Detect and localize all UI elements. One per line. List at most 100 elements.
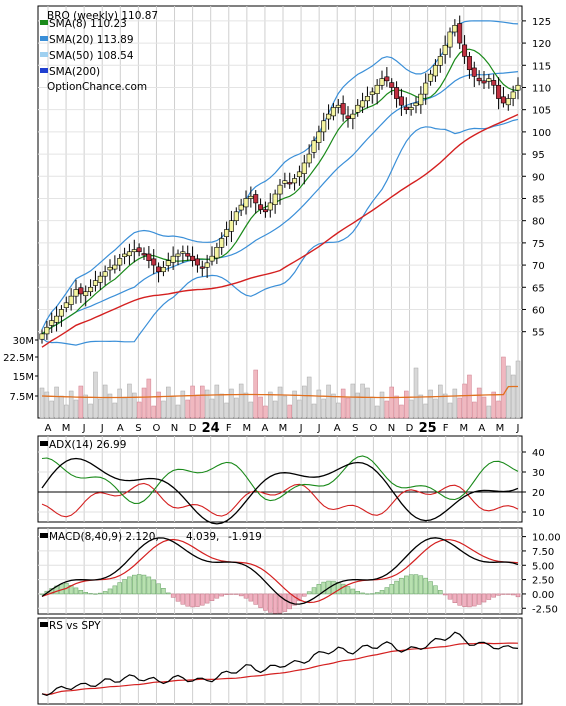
price-tick-label: 90 bbox=[532, 172, 545, 183]
price-candle bbox=[185, 253, 191, 257]
volume-bar bbox=[180, 390, 186, 419]
price-tick-label: 110 bbox=[532, 83, 551, 94]
macd-histogram-bar bbox=[491, 593, 496, 598]
macd-histogram-bar bbox=[224, 593, 229, 595]
macd-histogram-bar bbox=[292, 593, 297, 606]
volume-bar bbox=[166, 386, 171, 419]
price-candle bbox=[335, 104, 341, 108]
price-candle bbox=[151, 258, 157, 266]
x-axis-month-label: N bbox=[171, 423, 178, 434]
macd-histogram-bar bbox=[204, 593, 210, 604]
volume-bar bbox=[44, 391, 50, 419]
macd-histogram-bar bbox=[428, 581, 433, 595]
macd-histogram-bar bbox=[117, 582, 122, 595]
macd-histogram-bar bbox=[501, 593, 506, 595]
price-candle bbox=[248, 195, 254, 199]
rs-line bbox=[41, 631, 519, 697]
macd-histogram-bar bbox=[413, 574, 419, 595]
price-candle bbox=[112, 264, 118, 270]
volume-bar bbox=[224, 402, 229, 419]
volume-bar bbox=[39, 387, 45, 419]
volume-bar bbox=[423, 403, 428, 419]
macd-tick-label: 7.50 bbox=[532, 547, 554, 558]
volume-bar bbox=[209, 398, 215, 419]
price-candle bbox=[330, 107, 336, 117]
macd-histogram-bar bbox=[476, 593, 482, 605]
macd-histogram-bar bbox=[98, 592, 103, 595]
volume-bar bbox=[170, 395, 176, 419]
volume-bar bbox=[190, 385, 195, 419]
macd-legend-swatch bbox=[40, 533, 48, 538]
volume-bar bbox=[360, 383, 365, 419]
volume-bar bbox=[248, 401, 254, 419]
x-axis-month-label: A bbox=[478, 423, 485, 434]
adx-line bbox=[41, 457, 519, 525]
macd-histogram-bar bbox=[156, 583, 161, 595]
volume-bar bbox=[258, 396, 263, 419]
price-candle bbox=[58, 309, 64, 317]
macd-histogram-bar bbox=[394, 580, 399, 595]
price-candle bbox=[78, 287, 84, 295]
price-candle bbox=[287, 182, 293, 185]
macd-histogram-bar bbox=[229, 593, 234, 595]
macd-histogram-bar bbox=[253, 593, 258, 605]
price-candle bbox=[311, 140, 317, 153]
price-candle bbox=[510, 91, 516, 99]
volume-tick-label: 15M bbox=[13, 372, 34, 383]
x-axis-month-label: N bbox=[388, 423, 395, 434]
macd-histogram-bar bbox=[151, 579, 156, 595]
volume-bar bbox=[399, 404, 404, 419]
price-candle bbox=[122, 253, 128, 257]
volume-bar bbox=[282, 395, 288, 419]
price-tick-label: 70 bbox=[532, 261, 545, 272]
price-candle bbox=[277, 184, 283, 195]
macd-histogram-bar bbox=[350, 588, 356, 595]
legend-label: SMA(8) 110.23 bbox=[49, 18, 127, 30]
price-tick-label: 115 bbox=[532, 61, 551, 72]
macd-histogram-bar bbox=[185, 593, 190, 607]
price-candle bbox=[131, 249, 137, 253]
price-candle bbox=[160, 266, 166, 273]
price-candle bbox=[389, 82, 395, 88]
x-axis-month-label: J bbox=[82, 423, 86, 434]
price-candle bbox=[355, 104, 361, 113]
macd-histogram-bar bbox=[258, 593, 263, 608]
volume-bar bbox=[302, 385, 307, 419]
price-candle bbox=[471, 67, 477, 77]
price-candle bbox=[340, 103, 346, 115]
price-candle bbox=[165, 260, 171, 266]
price-candle bbox=[282, 180, 288, 184]
volume-bar bbox=[515, 360, 521, 419]
volume-bar bbox=[102, 384, 108, 419]
price-candle bbox=[272, 193, 278, 205]
volume-bar bbox=[234, 397, 239, 419]
macd-histogram-bar bbox=[447, 593, 453, 600]
macd-histogram-bar bbox=[306, 591, 312, 595]
price-candle bbox=[481, 80, 487, 84]
volume-bar bbox=[204, 389, 210, 419]
price-candle bbox=[457, 23, 463, 44]
price-candle bbox=[496, 84, 502, 99]
volume-bar bbox=[486, 405, 492, 419]
volume-bar bbox=[447, 402, 453, 419]
x-axis-month-label: D bbox=[189, 423, 197, 434]
macd-histogram-bar bbox=[214, 593, 220, 599]
macd-histogram-bar bbox=[102, 591, 108, 595]
volume-bar bbox=[268, 391, 273, 419]
volume-bar bbox=[370, 396, 375, 419]
macd-histogram-bar bbox=[331, 580, 336, 595]
price-candle bbox=[267, 202, 273, 211]
macd-histogram-bar bbox=[462, 593, 467, 607]
macd-histogram-bar bbox=[360, 592, 365, 595]
x-axis-month-label: S bbox=[352, 423, 358, 434]
macd-line bbox=[41, 537, 519, 605]
adx-tick-label: 30 bbox=[532, 468, 545, 479]
bollinger-lower-line bbox=[41, 118, 519, 346]
legend-swatch bbox=[40, 68, 48, 73]
price-candle bbox=[88, 286, 94, 293]
macd-histogram-bar bbox=[389, 584, 394, 595]
macd-histogram-bar bbox=[510, 593, 516, 596]
volume-bar bbox=[442, 393, 448, 419]
price-candle bbox=[175, 253, 181, 257]
price-candle bbox=[49, 320, 55, 326]
